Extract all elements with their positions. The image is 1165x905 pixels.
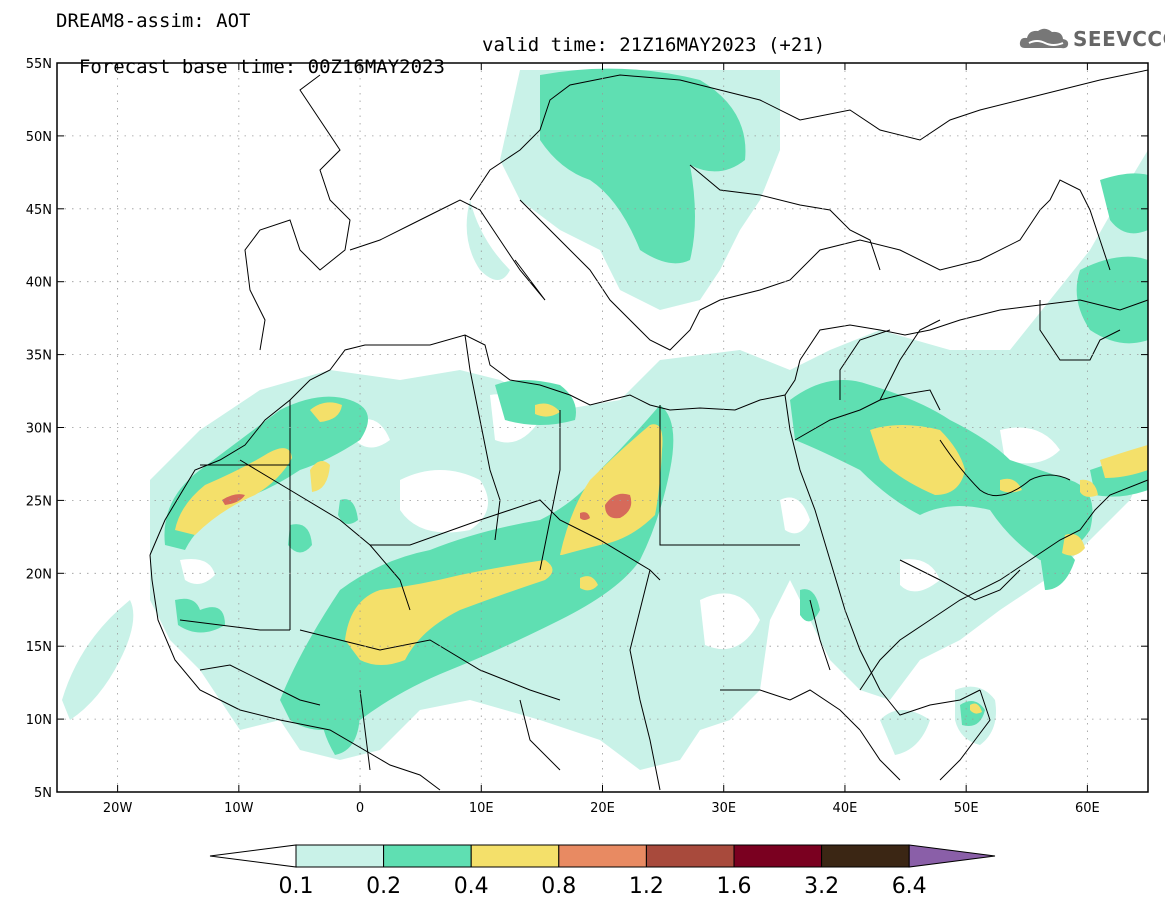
lat-tick-label: 15N <box>26 640 52 655</box>
lat-tick-label: 10N <box>26 713 52 728</box>
colorbar-label: 3.2 <box>804 874 839 899</box>
aot-field <box>62 68 1148 770</box>
colorbar-label: 0.4 <box>454 874 489 899</box>
lat-tick-label: 40N <box>26 276 52 291</box>
lat-tick-label: 25N <box>26 494 52 509</box>
lon-tick-label: 30E <box>711 801 736 816</box>
lat-tick-label: 35N <box>26 349 52 364</box>
lon-tick-label: 10E <box>469 801 494 816</box>
coastlines <box>149 69 1148 791</box>
colorbar: 0.1 0.2 0.4 0.8 1.2 1.6 3.2 6.4 <box>209 844 996 899</box>
base-time-label: Forecast base time: 00Z16MAY2023 <box>78 56 445 78</box>
graticule <box>57 63 1148 792</box>
lon-tick-label: 0 <box>356 801 364 816</box>
map-title: DREAM8-assim: AOT <box>56 10 251 32</box>
aot-field-clear-areas <box>180 394 1060 650</box>
colorbar-high-arrow <box>908 844 996 868</box>
colorbar-label: 0.2 <box>366 874 401 899</box>
colorbar-label: 6.4 <box>892 874 927 899</box>
cloud-logo-icon <box>1019 28 1069 49</box>
lon-tick-label: 50E <box>954 801 979 816</box>
lon-tick-label: 20W <box>103 801 133 816</box>
lat-tick-label: 50N <box>26 130 52 145</box>
lat-tick-label: 20N <box>26 567 52 582</box>
colorbar-segment <box>558 844 647 868</box>
aot-field-0.8-1.2 <box>222 493 632 520</box>
lon-tick-label: 40E <box>833 801 858 816</box>
valid-time-label: valid time: 21Z16MAY2023 (+21) <box>482 34 826 56</box>
colorbar-label: 1.6 <box>717 874 752 899</box>
colorbar-label: 0.8 <box>541 874 576 899</box>
colorbar-segment <box>733 844 823 868</box>
lat-tick-label: 30N <box>26 422 52 437</box>
lat-tick-label: 55N <box>26 57 52 72</box>
lon-tick-label: 60E <box>1075 801 1100 816</box>
latitude-axis: 55N 50N 45N 40N 35N 30N 25N 20N 15N 10N 5N <box>26 57 1148 801</box>
colorbar-label: 0.1 <box>279 874 314 899</box>
seevccc-logo: SEEVCCC <box>1017 24 1165 54</box>
colorbar-segment <box>645 844 735 868</box>
lon-tick-label: 20E <box>590 801 615 816</box>
colorbar-label: 1.2 <box>629 874 664 899</box>
colorbar-low-arrow <box>209 844 297 868</box>
lat-tick-label: 45N <box>26 203 52 218</box>
lon-tick-label: 10W <box>224 801 254 816</box>
colorbar-segment <box>821 844 910 868</box>
colorbar-segment <box>470 844 560 868</box>
lat-tick-label: 5N <box>34 786 52 801</box>
colorbar-segment <box>383 844 472 868</box>
map-subtitle: Forecast base time: 00Z16MAY2023 valid t… <box>56 34 825 100</box>
logo-text: SEEVCCC <box>1073 27 1165 51</box>
colorbar-segment <box>295 844 385 868</box>
longitude-axis: 20W 10W 0 10E 20E 30E 40E 50E 60E <box>103 63 1100 816</box>
